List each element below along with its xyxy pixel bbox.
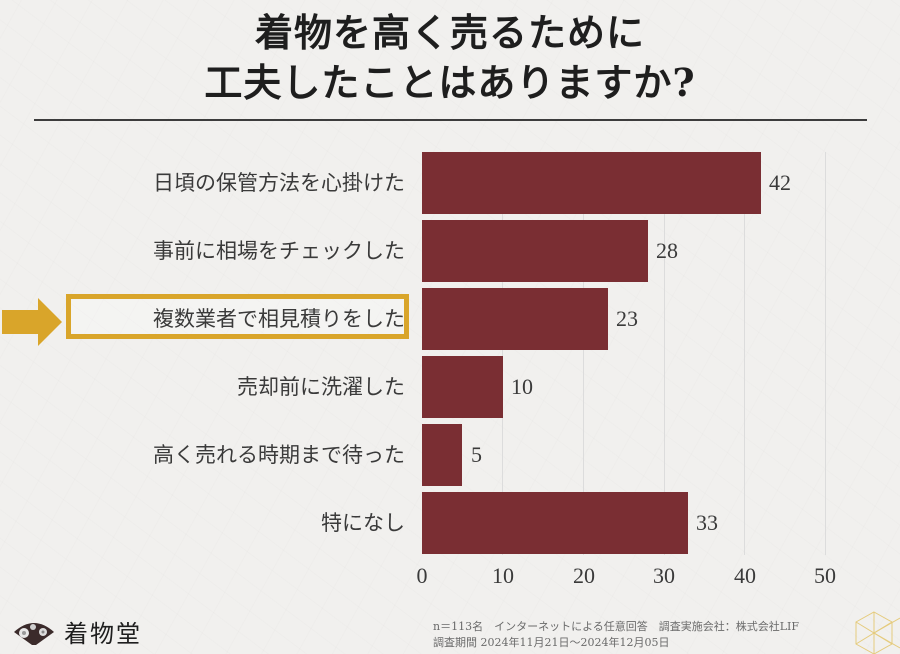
brand-logo: 着物堂 bbox=[10, 614, 142, 649]
bar-market-check bbox=[422, 220, 648, 282]
x-tick: 50 bbox=[814, 563, 836, 588]
chart-title-line1: 着物を高く売るために bbox=[254, 10, 645, 55]
footnote-line1: n＝113名 インターネットによる任意回答 調査実施会社：株式会社LIF bbox=[433, 620, 800, 633]
bar-value: 28 bbox=[656, 238, 678, 263]
chart-title: 着物を高く売るために 工夫したことはありますか? bbox=[0, 8, 900, 108]
chart-title-line2: 工夫したことはありますか? bbox=[204, 60, 696, 105]
title-divider bbox=[34, 119, 867, 121]
bar-value: 5 bbox=[471, 442, 482, 467]
gridline-50 bbox=[825, 152, 826, 555]
survey-footnote: n＝113名 インターネットによる任意回答 調査実施会社：株式会社LIF 調査期… bbox=[433, 619, 799, 651]
bar-storage bbox=[422, 152, 761, 214]
bar-multiple-quotes bbox=[422, 288, 608, 350]
bar-value: 33 bbox=[696, 510, 718, 535]
x-tick: 30 bbox=[653, 563, 675, 588]
category-label: 日頃の保管方法を心掛けた bbox=[153, 171, 405, 195]
x-tick: 40 bbox=[734, 563, 756, 588]
bar-washed bbox=[422, 356, 503, 418]
bar-value: 42 bbox=[769, 170, 791, 195]
brand-name: 着物堂 bbox=[64, 620, 142, 648]
bar-nothing bbox=[422, 492, 688, 554]
arrow-right-icon bbox=[2, 298, 62, 346]
bar-value: 10 bbox=[511, 374, 533, 399]
gridline-10 bbox=[502, 152, 503, 555]
category-label: 事前に相場をチェックした bbox=[153, 239, 405, 263]
bar-value: 23 bbox=[616, 306, 638, 331]
bar-waited bbox=[422, 424, 462, 486]
x-tick: 20 bbox=[573, 563, 595, 588]
category-label: 売却前に洗濯した bbox=[237, 375, 405, 399]
gridline-30 bbox=[664, 152, 665, 555]
category-label-highlighted: 複数業者で相見積りをした bbox=[153, 307, 405, 331]
highlight-box bbox=[66, 294, 409, 339]
gridline-20 bbox=[583, 152, 584, 555]
category-label: 高く売れる時期まで待った bbox=[153, 443, 405, 467]
folding-fan-icon bbox=[14, 622, 54, 645]
category-label: 特になし bbox=[321, 511, 405, 535]
footnote-line2: 調査期間 2024年11月21日～2024年12月05日 bbox=[433, 636, 670, 649]
gridline-40 bbox=[744, 152, 745, 555]
x-tick: 0 bbox=[416, 563, 428, 588]
x-tick: 10 bbox=[492, 563, 514, 588]
asanoha-pattern-icon bbox=[855, 611, 900, 654]
